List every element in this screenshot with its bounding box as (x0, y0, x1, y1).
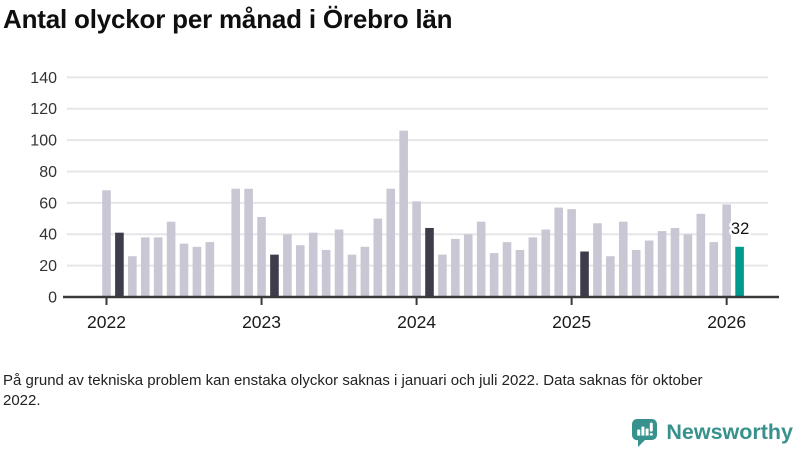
bar-2023-05 (308, 232, 318, 297)
x-tick-label-2026: 2026 (707, 312, 746, 332)
newsworthy-speech-bubble-chart-icon (632, 419, 658, 447)
bar-2025-08 (657, 231, 667, 297)
bar-2023-02 (270, 254, 279, 297)
y-tick-label-100: 100 (30, 133, 57, 150)
bar-2023-03 (283, 234, 292, 297)
bar-2022-12 (244, 188, 253, 297)
bar-2024-12 (554, 207, 563, 297)
x-tick-label-2022: 2022 (87, 312, 126, 332)
bar-2022-01 (102, 190, 111, 297)
bar-2022-03 (128, 256, 137, 297)
y-tick-label-80: 80 (39, 164, 57, 181)
bar-2022-07 (179, 243, 189, 297)
bar-2024-10 (528, 237, 538, 297)
bar-2026-02 (735, 246, 744, 297)
bar-2024-08 (502, 242, 512, 297)
bar-2022-05 (153, 237, 163, 297)
footnote-text: På grund av tekniska problem kan enstaka… (3, 372, 703, 409)
bar-2023-10 (373, 218, 383, 297)
bar-2024-01 (412, 201, 421, 297)
bar-2025-02 (580, 251, 589, 297)
bar-2025-07 (644, 240, 654, 297)
bar-2025-05 (619, 221, 628, 297)
bar-2025-06 (631, 249, 641, 297)
bar-2024-03 (438, 254, 447, 297)
bar-2025-03 (593, 223, 602, 297)
bar-2023-01 (257, 216, 266, 297)
bar-2025-12 (709, 242, 719, 297)
bar-2025-04 (606, 256, 615, 297)
bar-2023-12 (399, 130, 408, 297)
y-tick-label-60: 60 (39, 195, 57, 212)
bar-2024-09 (515, 249, 525, 297)
bar-2024-11 (541, 229, 551, 297)
bar-2023-09 (360, 246, 370, 297)
y-tick-label-120: 120 (30, 101, 57, 118)
y-tick-label-20: 20 (39, 258, 57, 275)
bar-2023-04 (296, 245, 305, 297)
bar-2022-08 (192, 246, 202, 297)
bar-2024-05 (463, 234, 473, 297)
bar-2023-11 (386, 188, 396, 297)
brand-name: Newsworthy (666, 419, 793, 444)
bar-2025-11 (696, 213, 706, 297)
bar-2022-06 (166, 221, 176, 297)
bar-2023-08 (347, 254, 357, 297)
newsworthy-logo[interactable]: Newsworthy (630, 417, 793, 447)
y-tick-label-0: 0 (48, 290, 57, 307)
bar-2025-09 (670, 227, 680, 297)
bar-2023-07 (334, 229, 344, 297)
page-title: Antal olyckor per månad i Örebro län (3, 4, 453, 34)
bar-2022-02 (115, 232, 124, 297)
bar-2025-10 (683, 234, 693, 297)
bar-2022-09 (205, 242, 215, 297)
y-tick-label-40: 40 (39, 227, 57, 244)
bar-2022-04 (140, 237, 150, 297)
bar-2026-01 (722, 204, 731, 297)
x-tick-label-2025: 2025 (552, 312, 591, 332)
bar-2025-01 (567, 209, 576, 297)
bar-2024-04 (451, 238, 460, 297)
x-tick-label-2023: 2023 (242, 312, 281, 332)
y-tick-label-140: 140 (30, 70, 57, 87)
bar-2024-06 (476, 221, 486, 297)
x-tick-label-2024: 2024 (397, 312, 436, 332)
bar-2023-06 (321, 249, 331, 297)
bar-2024-07 (489, 253, 499, 297)
bar-2022-11 (231, 188, 240, 297)
current-value-label: 32 (731, 220, 749, 238)
bar-2024-02 (425, 227, 434, 297)
